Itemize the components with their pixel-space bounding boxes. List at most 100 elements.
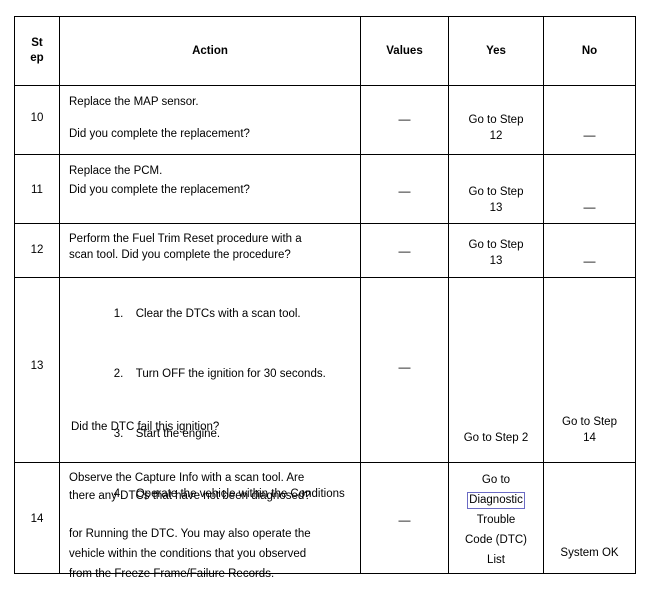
action-continuation-line3: from the Freeze Frame/Failure Records. — [69, 568, 275, 580]
action-cell: Observe the Capture Info with a scan too… — [59, 462, 361, 574]
header-values-label: Values — [386, 44, 423, 57]
no-cell: System OK — [543, 462, 636, 574]
step-cell: 11 — [14, 154, 60, 224]
no-result-text: System OK — [560, 547, 619, 559]
header-cell-yes: Yes — [448, 16, 544, 86]
yes-branch: Go to Diagnostic Trouble Code (DTC) List — [449, 470, 543, 570]
yes-branch-line1: Go to Step — [468, 114, 524, 126]
action-question: Did you complete the replacement? — [69, 128, 250, 140]
values-dash: — — [398, 112, 411, 126]
step-number: 14 — [30, 513, 44, 525]
yes-branch-line3: Trouble — [476, 514, 516, 526]
action-cell: Perform the Fuel Trim Reset procedure wi… — [59, 223, 361, 278]
yes-branch-line5: List — [487, 554, 505, 566]
yes-cell: Go to Step 13 — [448, 154, 544, 224]
action-question: there any DTCs that have not been diagno… — [69, 490, 311, 502]
values-dash: — — [398, 513, 411, 527]
no-cell: — — [543, 154, 636, 224]
list-item-text: Turn OFF the ignition for 30 seconds. — [135, 368, 326, 380]
action-numbered-list: 1. Clear the DTCs with a scan tool. 2. Tur… — [60, 284, 360, 584]
no-dash: — — [583, 254, 596, 268]
yes-cell: Go to Step 12 — [448, 85, 544, 155]
list-item-number: 4. — [113, 488, 124, 500]
table-row: 10 Replace the MAP sensor. Did you compl… — [14, 85, 636, 155]
action-block: Perform the Fuel Trim Reset procedure wi… — [60, 231, 360, 263]
action-continuation-line2: vehicle within the conditions that you o… — [69, 548, 307, 560]
table-row: 11 Replace the PCM. Did you complete the… — [14, 154, 636, 224]
list-item-number: 2. — [113, 368, 124, 380]
no-cell: — — [543, 223, 636, 278]
no-cell: — — [543, 85, 636, 155]
list-item: 1. Clear the DTCs with a scan tool. — [69, 284, 354, 344]
values-cell: — — [360, 154, 449, 224]
action-cell: Replace the PCM. Did you complete the re… — [59, 154, 361, 224]
header-no-label: No — [581, 44, 598, 57]
yes-branch: Go to Step 13 — [449, 237, 543, 269]
yes-cell: Go to Step 13 — [448, 223, 544, 278]
table-row: 14 Observe the Capture Info with a scan … — [14, 462, 636, 574]
step-cell: 10 — [14, 85, 60, 155]
values-dash: — — [398, 184, 411, 198]
action-line: Replace the PCM. — [69, 165, 163, 177]
yes-branch: Go to Step 2 — [463, 432, 529, 444]
list-item-text: Clear the DTCs with a scan tool. — [135, 308, 301, 320]
yes-branch-line1: Go to Step — [468, 239, 524, 251]
table-header-row: St ep Action Values Yes No — [14, 16, 636, 86]
header-step-line2: ep — [30, 52, 44, 64]
list-item-number: 3. — [113, 428, 124, 440]
yes-branch-line4: Code (DTC) — [465, 534, 527, 546]
list-item: 2. Turn OFF the ignition for 30 seconds. — [69, 344, 354, 404]
no-branch: Go to Step 14 — [544, 414, 635, 446]
action-cell: Replace the MAP sensor. Did you complete… — [59, 85, 361, 155]
step-cell: 13 — [14, 277, 60, 463]
yes-branch: Go to Step 13 — [449, 184, 543, 216]
yes-branch-line2: 13 — [489, 202, 503, 214]
step-number: 12 — [30, 244, 44, 256]
yes-branch: Go to Step 12 — [449, 112, 543, 144]
action-line: Observe the Capture Info with a scan too… — [69, 472, 305, 484]
values-cell: — — [360, 85, 449, 155]
list-item: 4. Operate the vehicle within the Conditi… — [69, 464, 354, 524]
diagnostic-procedure-table: St ep Action Values Yes No 10 — [14, 16, 636, 580]
yes-branch-line1: Go to — [481, 474, 511, 486]
step-number: 11 — [31, 184, 43, 196]
list-item-text: Operate the vehicle within the Condition… — [135, 488, 345, 500]
diagnostic-link[interactable]: Diagnostic — [467, 492, 525, 509]
yes-branch-line2: 13 — [489, 255, 503, 267]
no-cell: Go to Step 14 — [543, 277, 636, 463]
action-question: Did the DTC fail this ignition? — [71, 421, 220, 433]
no-branch-line1: Go to Step — [562, 416, 617, 428]
action-line: Perform the Fuel Trim Reset procedure wi… — [69, 233, 302, 245]
yes-branch-link-row: Diagnostic — [449, 490, 543, 510]
header-action-label: Action — [192, 44, 228, 57]
values-dash: — — [398, 244, 411, 258]
values-dash: — — [398, 360, 411, 374]
list-item-number: 1. — [113, 308, 124, 320]
no-dash: — — [583, 128, 596, 142]
header-step-line1: St — [31, 37, 43, 49]
values-cell: — — [360, 277, 449, 463]
header-cell-no: No — [543, 16, 636, 86]
step-number: 13 — [30, 360, 44, 372]
no-dash: — — [583, 200, 596, 214]
header-cell-step: St ep — [14, 16, 60, 86]
values-cell: — — [360, 462, 449, 574]
table-row: 13 1. Clear the DTCs with a scan tool. 2.… — [14, 277, 636, 580]
values-cell: — — [360, 223, 449, 278]
step-number: 10 — [30, 112, 44, 124]
no-branch-line2: 14 — [583, 432, 596, 444]
action-question: Did you complete the replacement? — [69, 184, 250, 196]
table-row: 12 Perform the Fuel Trim Reset procedure… — [14, 223, 636, 278]
header-cell-values: Values — [360, 16, 449, 86]
header-cell-action: Action — [59, 16, 361, 86]
yes-branch-line1: Go to Step — [468, 186, 524, 198]
action-continuation-line1: for Running the DTC. You may also operat… — [69, 528, 311, 540]
yes-cell: Go to Step 2 — [448, 277, 544, 463]
step-cell: 14 — [14, 462, 60, 574]
action-line: Replace the MAP sensor. — [69, 96, 199, 108]
header-yes-label: Yes — [486, 44, 506, 57]
yes-cell: Go to Diagnostic Trouble Code (DTC) List — [448, 462, 544, 574]
action-cell: 1. Clear the DTCs with a scan tool. 2. Tur… — [59, 277, 361, 580]
list-item: 3. Start the engine. — [69, 404, 354, 464]
